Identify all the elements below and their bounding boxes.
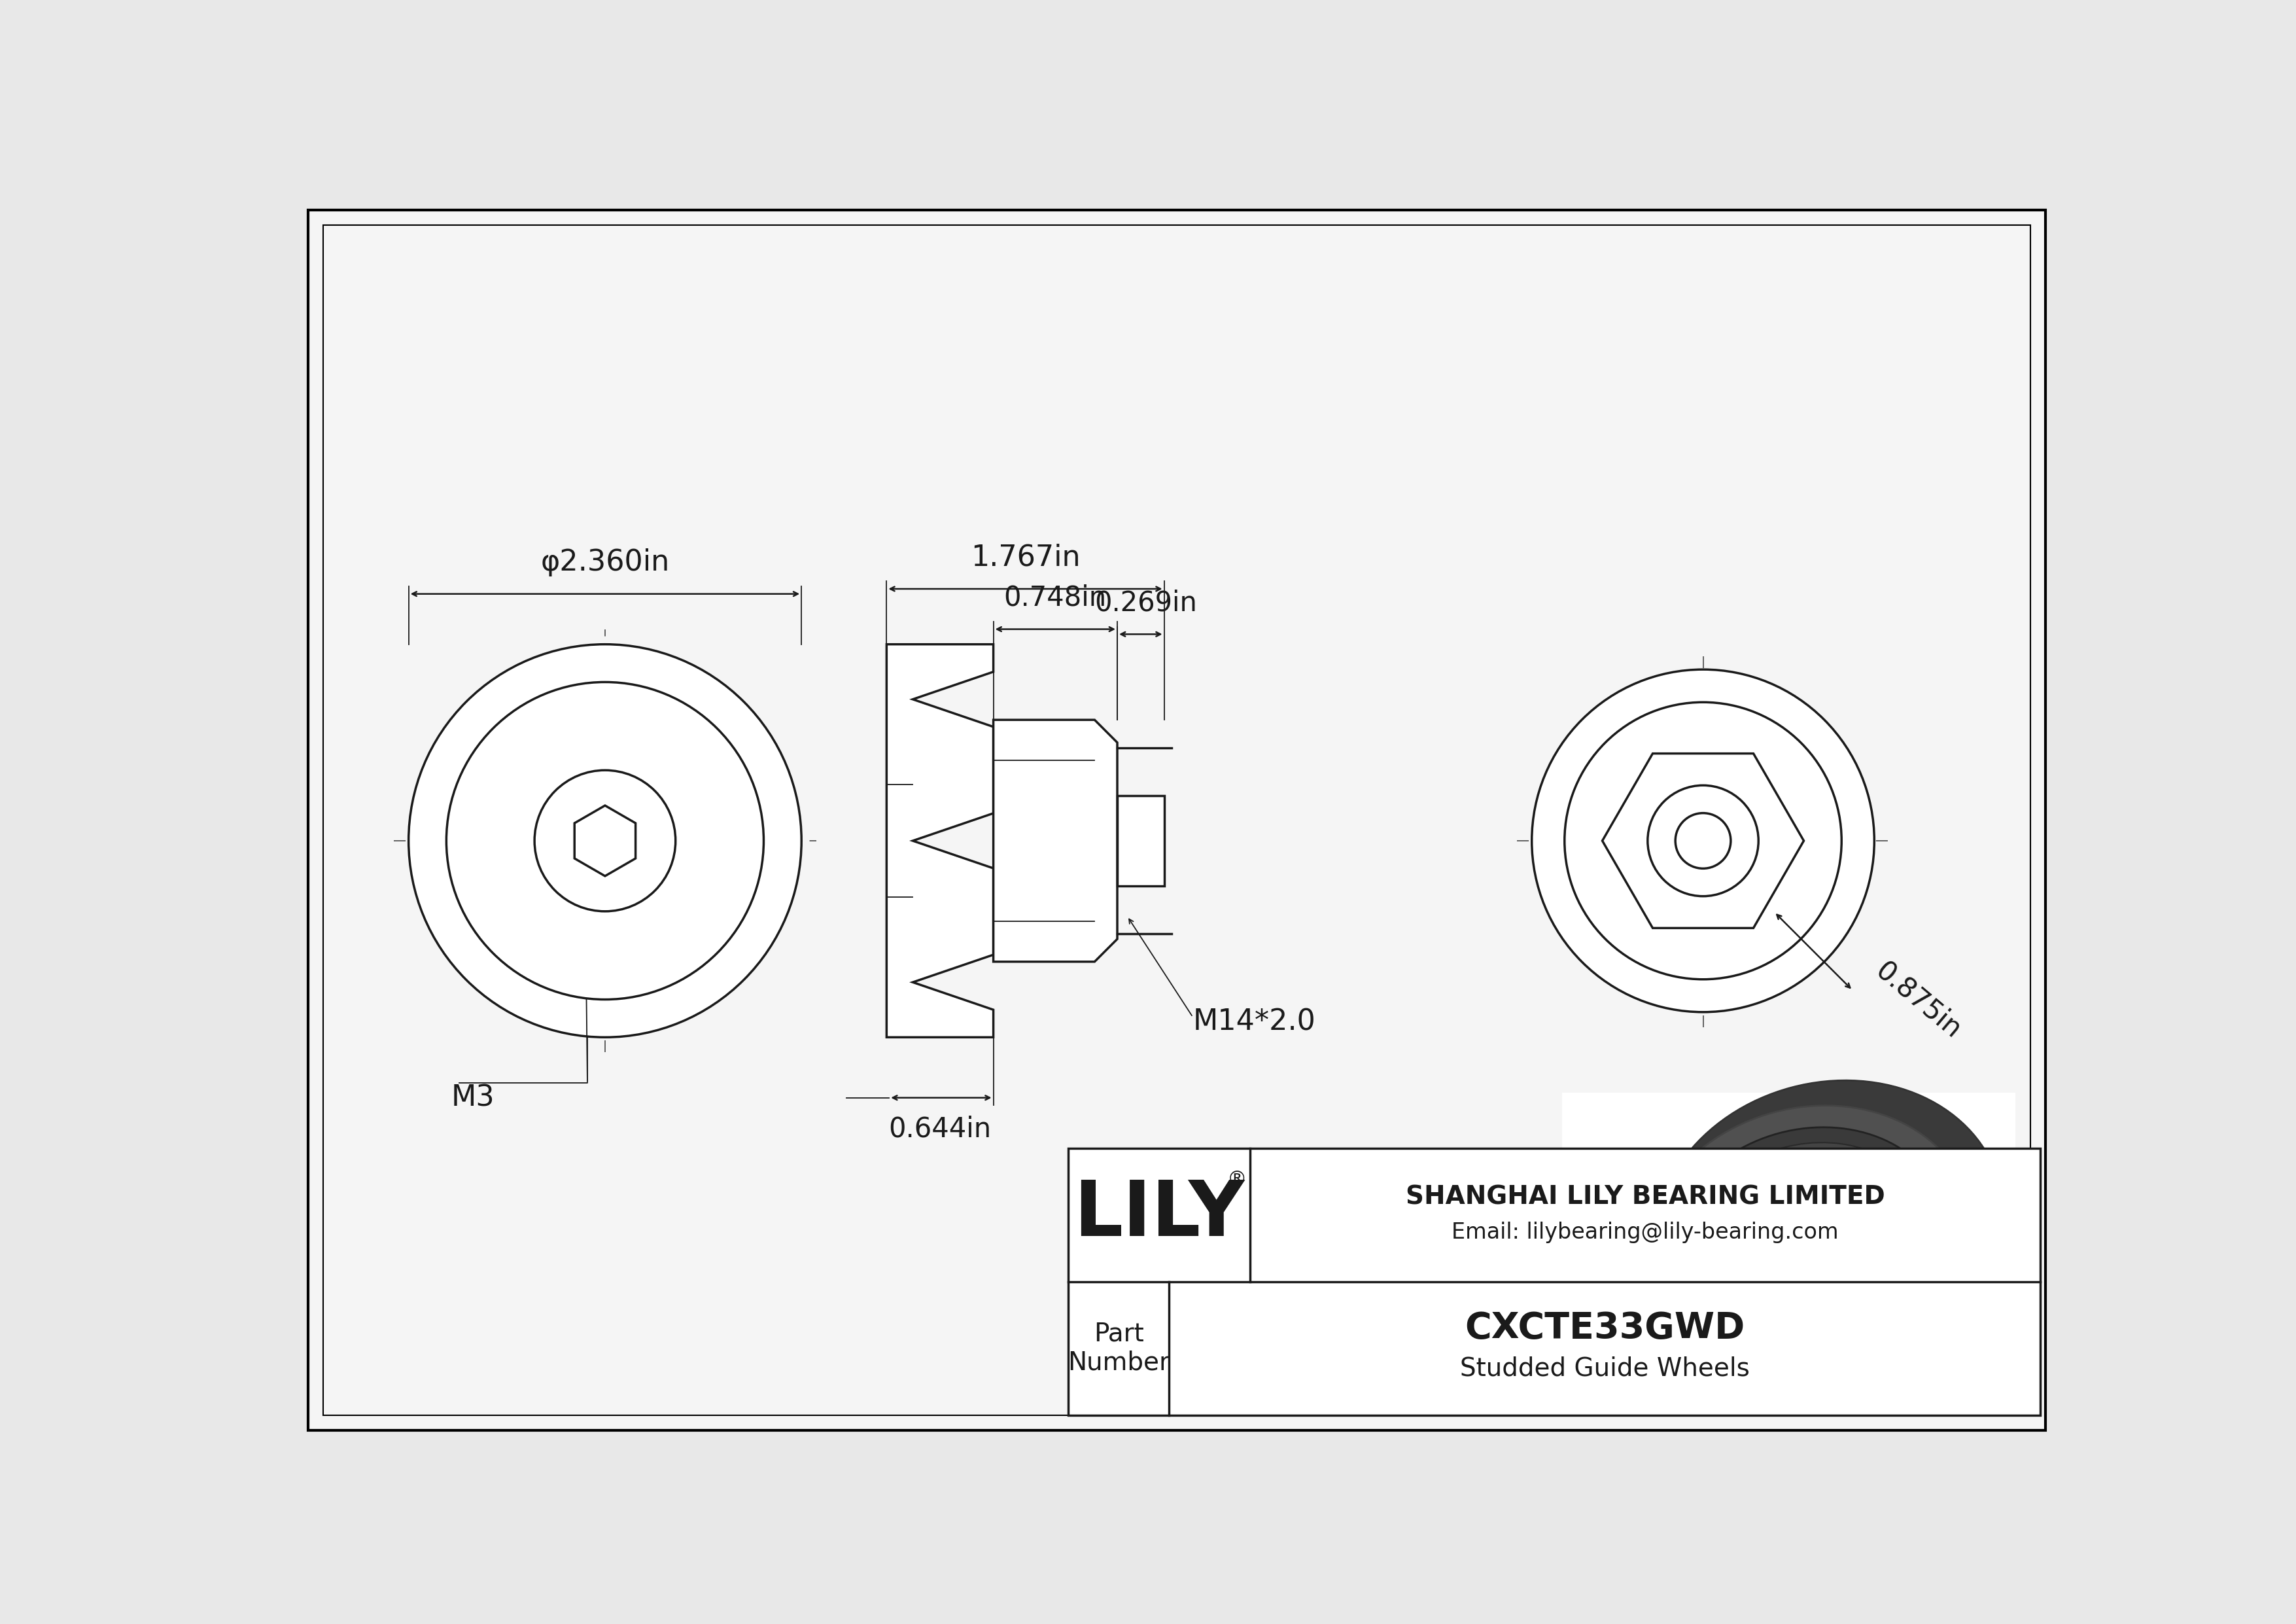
Bar (1118, 796, 1164, 887)
Text: LILY: LILY (1075, 1177, 1244, 1252)
Bar (1561, 1093, 2016, 1415)
Text: SHANGHAI LILY BEARING LIMITED: SHANGHAI LILY BEARING LIMITED (1405, 1186, 1885, 1210)
Circle shape (1531, 669, 1874, 1012)
Polygon shape (886, 645, 994, 1038)
Circle shape (409, 645, 801, 1038)
Polygon shape (1603, 754, 1805, 927)
Text: M14*2.0: M14*2.0 (1194, 1009, 1316, 1036)
Text: ®: ® (1226, 1171, 1247, 1189)
Circle shape (1770, 1207, 1846, 1281)
Text: CXCTE33GWD: CXCTE33GWD (1465, 1311, 1745, 1346)
Ellipse shape (1706, 1166, 1766, 1190)
Ellipse shape (1688, 1143, 1931, 1345)
Text: 0.644in: 0.644in (889, 1116, 992, 1143)
Bar (1068, 1148, 2041, 1415)
Polygon shape (574, 806, 636, 875)
Text: Studded Guide Wheels: Studded Guide Wheels (1460, 1356, 1750, 1380)
Text: 0.269in: 0.269in (1095, 590, 1196, 617)
Circle shape (1676, 814, 1731, 869)
Text: Part
Number: Part Number (1068, 1322, 1169, 1376)
Text: 0.875in: 0.875in (1871, 957, 1968, 1044)
Ellipse shape (1740, 1177, 1839, 1260)
Bar (1706, 1176, 1766, 1307)
Text: φ2.360in: φ2.360in (540, 549, 670, 577)
Text: 1.767in: 1.767in (971, 542, 1079, 572)
Circle shape (445, 682, 765, 999)
Text: 0.748in: 0.748in (1003, 585, 1107, 612)
Ellipse shape (1644, 1106, 1972, 1382)
Circle shape (535, 770, 675, 911)
Ellipse shape (1669, 1127, 1949, 1361)
Text: M3: M3 (452, 1083, 496, 1112)
Ellipse shape (1655, 1080, 2004, 1377)
Text: Email: lilybearing@lily-bearing.com: Email: lilybearing@lily-bearing.com (1451, 1221, 1839, 1244)
Circle shape (1649, 786, 1759, 896)
Polygon shape (1740, 1197, 1876, 1291)
Circle shape (1564, 702, 1841, 979)
Polygon shape (994, 719, 1118, 961)
